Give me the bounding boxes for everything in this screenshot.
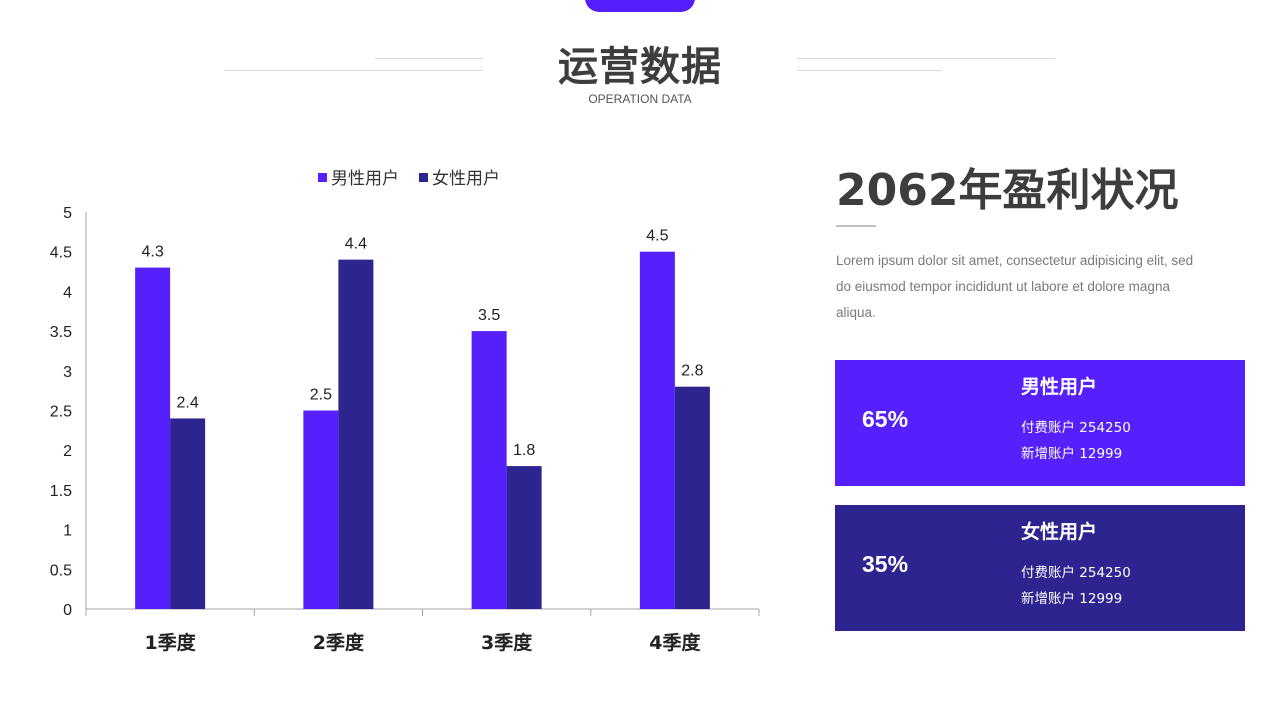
bar-female-3 [506, 466, 542, 609]
legend-label-1: 男性用户 [331, 169, 399, 189]
male-paid-accounts: 付费账户 254250 [1021, 420, 1131, 436]
bar-male-3 [471, 331, 507, 609]
bar-male-4 [639, 251, 675, 609]
female-new-accounts: 新增账户 12999 [1021, 591, 1123, 607]
female-paid-accounts: 付费账户 254250 [1021, 565, 1131, 581]
page-title: 运营数据 [558, 44, 722, 90]
title-deco-line-left-upper [375, 58, 483, 59]
y-tick-label: 2 [63, 443, 72, 460]
page-subtitle: OPERATION DATA [588, 92, 692, 106]
data-label: 2.4 [177, 394, 199, 411]
title-deco-line-right-lower [797, 70, 942, 71]
data-label: 4.5 [646, 228, 668, 245]
male-percent: 65% [862, 406, 909, 432]
y-tick-label: 0.5 [50, 562, 72, 579]
data-label: 2.8 [681, 363, 703, 380]
male-card-title: 男性用户 [1021, 376, 1098, 398]
bar-male-2 [303, 410, 339, 609]
title-deco-line-left-lower [225, 70, 483, 71]
profit-description: Lorem ipsum dolor sit amet, consectetur … [836, 253, 1194, 320]
y-tick-label: 2.5 [50, 404, 72, 421]
title-deco-line-right-upper [797, 58, 1055, 59]
male-new-accounts: 新增账户 12999 [1021, 446, 1123, 462]
y-tick-label: 1.5 [50, 483, 72, 500]
bar-male-1 [135, 267, 171, 609]
legend-label-2: 女性用户 [432, 169, 500, 189]
y-tick-label: 5 [63, 205, 72, 222]
y-tick-label: 4 [63, 284, 72, 301]
y-tick-label: 1 [63, 523, 72, 540]
bar-chart: 男性用户 女性用户 0 0.5 1 1.5 2 2.5 3 3.5 4 4.5 5 4.3 2.4 1季度 2.… [50, 169, 760, 654]
female-card-title: 女性用户 [1021, 521, 1098, 543]
data-label: 1.8 [513, 442, 535, 459]
heading-divider [836, 225, 876, 227]
female-user-card: 35% 女性用户 付费账户 254250 新增账户 12999 [835, 505, 1245, 631]
legend-swatch-1 [318, 173, 327, 182]
legend-swatch-2 [419, 173, 428, 182]
y-tick-label: 4.5 [50, 245, 72, 262]
data-label: 4.3 [142, 244, 164, 261]
bar-female-4 [674, 386, 710, 609]
x-category-label: 4季度 [649, 631, 701, 654]
bar-female-1 [170, 418, 206, 609]
x-category-label: 2季度 [313, 631, 365, 654]
y-tick-label: 3.5 [50, 324, 72, 341]
x-category-label: 1季度 [145, 631, 197, 654]
x-category-label: 3季度 [481, 631, 533, 654]
data-label: 2.5 [310, 387, 332, 404]
data-label: 3.5 [478, 307, 500, 324]
data-label: 4.4 [345, 236, 367, 253]
y-tick-label: 3 [63, 364, 72, 381]
male-user-card: 65% 男性用户 付费账户 254250 新增账户 12999 [835, 360, 1245, 486]
top-accent-tab [585, 0, 695, 12]
bar-female-2 [338, 259, 374, 609]
female-percent: 35% [862, 551, 909, 577]
y-tick-label: 0 [63, 602, 72, 619]
profit-heading: 2062年盈利状况 [836, 165, 1179, 216]
